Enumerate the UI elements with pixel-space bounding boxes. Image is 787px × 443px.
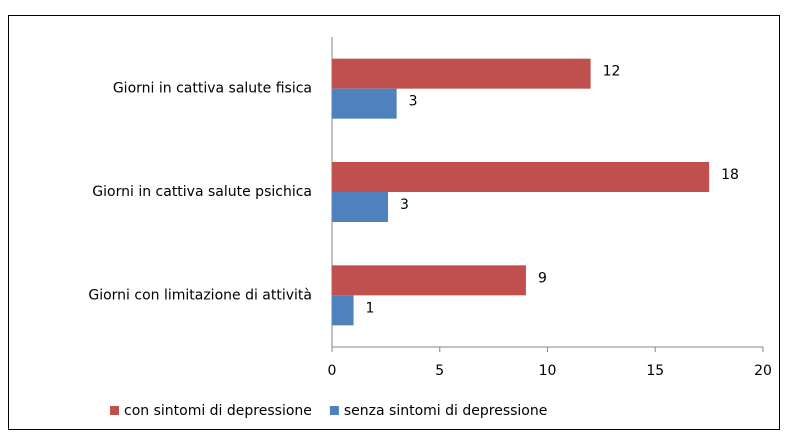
bar	[332, 295, 354, 326]
y-tick-label: Giorni in cattiva salute psichica	[92, 184, 312, 200]
x-tick-label: 0	[328, 363, 337, 379]
data-label: 18	[721, 167, 739, 183]
data-label: 12	[603, 64, 621, 80]
bar	[332, 58, 591, 89]
x-tick-label: 20	[754, 363, 772, 379]
bar	[332, 162, 710, 192]
bar	[332, 88, 397, 119]
data-label: 3	[400, 197, 409, 213]
legend-swatch	[110, 406, 119, 415]
x-tick-label: 5	[435, 363, 444, 379]
data-label: 3	[409, 94, 418, 110]
data-label: 9	[538, 270, 547, 286]
bar	[332, 265, 526, 296]
y-tick-label: Giorni in cattiva salute fisica	[113, 81, 312, 97]
bar	[332, 192, 389, 222]
x-tick-label: 10	[539, 363, 557, 379]
legend-label: con sintomi di depressione	[124, 403, 312, 419]
legend-label: senza sintomi di depressione	[344, 403, 547, 419]
x-tick-label: 15	[646, 363, 664, 379]
y-tick-label: Giorni con limitazione di attività	[88, 287, 312, 303]
data-label: 1	[366, 300, 375, 316]
legend-swatch	[329, 406, 339, 415]
